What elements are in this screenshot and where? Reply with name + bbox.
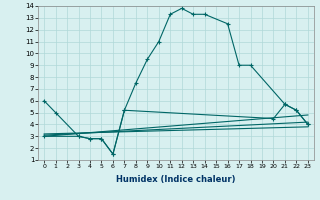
X-axis label: Humidex (Indice chaleur): Humidex (Indice chaleur) (116, 175, 236, 184)
